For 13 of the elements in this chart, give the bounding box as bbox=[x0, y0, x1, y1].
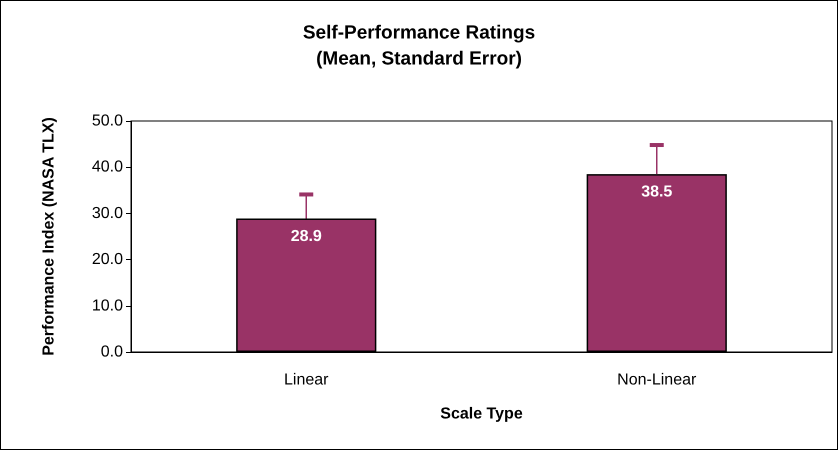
y-tick-label: 30.0 bbox=[92, 204, 124, 222]
y-tick-label: 10.0 bbox=[92, 297, 124, 314]
data-label: 38.5 bbox=[641, 184, 672, 201]
y-tick-label: 50.0 bbox=[92, 112, 124, 130]
x-axis-title: Scale Type bbox=[440, 406, 523, 422]
chart-title: Self-Performance Ratings (Mean, Standard Error) bbox=[302, 22, 536, 70]
x-tick-label: Non-Linear bbox=[617, 372, 697, 388]
y-tick-label: 20.0 bbox=[92, 251, 124, 268]
y-tick-label: 40.0 bbox=[92, 158, 124, 176]
y-axis-title: Performance Index (NASA TLX) bbox=[40, 117, 58, 356]
y-tick-label: 0.0 bbox=[100, 344, 124, 360]
x-tick-label: Linear bbox=[284, 372, 330, 388]
data-label: 28.9 bbox=[290, 228, 322, 245]
